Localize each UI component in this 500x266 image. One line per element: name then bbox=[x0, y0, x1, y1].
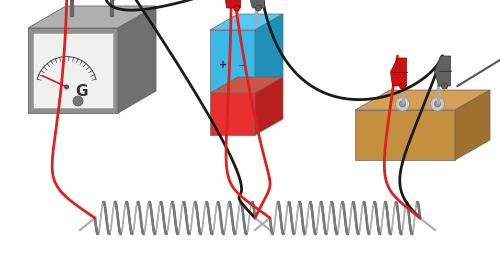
Polygon shape bbox=[255, 14, 283, 93]
Polygon shape bbox=[255, 77, 283, 135]
Polygon shape bbox=[355, 90, 490, 110]
Polygon shape bbox=[390, 58, 406, 86]
Circle shape bbox=[256, 5, 262, 11]
Polygon shape bbox=[118, 6, 156, 113]
Circle shape bbox=[442, 83, 448, 89]
Text: –: – bbox=[238, 60, 244, 70]
Polygon shape bbox=[210, 93, 255, 135]
Circle shape bbox=[434, 101, 440, 107]
Circle shape bbox=[234, 5, 239, 11]
Polygon shape bbox=[210, 14, 283, 30]
Polygon shape bbox=[455, 90, 490, 160]
Circle shape bbox=[430, 97, 444, 111]
Polygon shape bbox=[355, 110, 455, 160]
Circle shape bbox=[73, 96, 83, 106]
Circle shape bbox=[400, 83, 406, 89]
Polygon shape bbox=[210, 30, 255, 93]
Circle shape bbox=[396, 97, 409, 111]
Polygon shape bbox=[248, 0, 264, 8]
Polygon shape bbox=[28, 28, 118, 113]
Text: G: G bbox=[76, 85, 88, 99]
Circle shape bbox=[400, 101, 406, 107]
Polygon shape bbox=[33, 33, 113, 108]
Polygon shape bbox=[28, 6, 156, 28]
Circle shape bbox=[64, 85, 69, 89]
Text: +: + bbox=[220, 60, 228, 70]
Polygon shape bbox=[434, 56, 450, 86]
Polygon shape bbox=[224, 0, 240, 8]
Polygon shape bbox=[210, 77, 283, 93]
